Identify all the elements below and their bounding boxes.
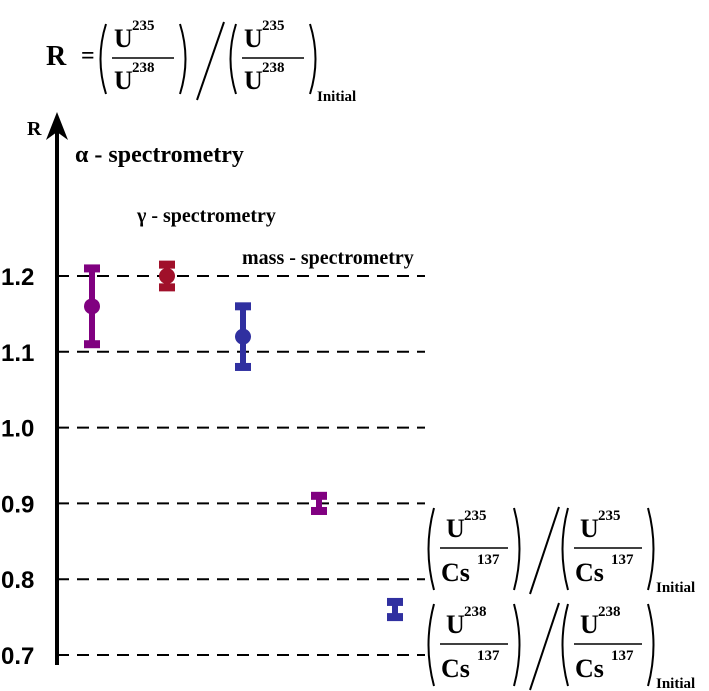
error-cap <box>235 302 251 311</box>
formula-u238-num2-base: U <box>580 610 599 639</box>
y-axis: R <box>27 112 68 665</box>
data-point <box>387 597 403 622</box>
formula-u238-num1-base: U <box>446 610 465 639</box>
formula-top-num2-base: U <box>244 24 263 53</box>
formula-u235-num2-sup: 235 <box>598 508 621 524</box>
formula-u235-num1-base: U <box>446 514 465 543</box>
formula-u235-den1-sup: 137 <box>477 552 500 568</box>
y-tick-label: 1.1 <box>1 340 34 367</box>
y-tick-labels: 0.7 0.8 0.9 1.0 1.1 1.2 <box>1 264 34 670</box>
error-cap <box>387 597 403 606</box>
y-tick-label: 1.0 <box>1 416 34 443</box>
error-cap <box>159 283 175 292</box>
formula-u238-den2-base: Cs <box>575 654 604 683</box>
data-point <box>159 260 175 292</box>
error-cap <box>387 613 403 622</box>
error-cap <box>311 491 327 500</box>
formula-u238-den2-sup: 137 <box>611 648 634 664</box>
formula-u238-num2-sup: 238 <box>598 604 621 620</box>
annotation-gamma: γ - spectrometry <box>136 205 276 227</box>
data-points <box>84 260 403 622</box>
formula-top-den1-sup: 238 <box>132 60 155 76</box>
y-axis-label: R <box>27 118 42 140</box>
annotation-alpha: α - spectrometry <box>75 142 244 168</box>
formula-top-den2-sup: 238 <box>262 60 285 76</box>
formula-u235-den1-base: Cs <box>441 558 470 587</box>
formula-u238-cs137: U 238 Cs 137 U 238 Cs 137 Initial <box>427 602 695 691</box>
formula-u235-den2-base: Cs <box>575 558 604 587</box>
formula-u235-subscript: Initial <box>656 580 695 596</box>
y-axis-arrow-icon <box>46 112 68 140</box>
annotation-mass: mass - spectrometry <box>242 247 414 269</box>
point-marker <box>235 328 251 345</box>
formula-top-num2-sup: 235 <box>262 18 285 34</box>
formula-u235-cs137: U 235 Cs 137 U 235 Cs 137 Initial <box>427 506 695 596</box>
data-point <box>311 491 327 515</box>
formula-top-den1-base: U <box>114 66 133 95</box>
data-point <box>235 302 251 371</box>
formula-u238-num1-sup: 238 <box>464 604 487 620</box>
formula-top: R = U 235 U 238 U 235 U 238 Initial <box>46 18 356 105</box>
formula-u238-den1-base: Cs <box>441 654 470 683</box>
error-cap <box>235 362 251 371</box>
error-cap <box>159 260 175 269</box>
formula-top-den2-base: U <box>244 66 263 95</box>
formula-u235-num2-base: U <box>580 514 599 543</box>
formula-u238-subscript: Initial <box>656 676 695 691</box>
error-cap <box>311 506 327 515</box>
y-tick-label: 0.7 <box>1 643 34 670</box>
point-marker <box>84 298 100 315</box>
formula-top-num1-base: U <box>114 24 133 53</box>
formula-top-num1-sup: 235 <box>132 18 155 34</box>
formula-u235-den2-sup: 137 <box>611 552 634 568</box>
y-tick-label: 1.2 <box>1 264 34 291</box>
formula-u238-den1-sup: 137 <box>477 648 500 664</box>
point-marker <box>159 268 175 284</box>
formula-top-subscript: Initial <box>317 89 356 105</box>
data-point <box>84 264 100 349</box>
error-cap <box>84 264 100 273</box>
formula-u235-num1-sup: 235 <box>464 508 487 524</box>
y-tick-label: 0.8 <box>1 567 34 594</box>
y-tick-label: 0.9 <box>1 491 34 518</box>
formula-lhs: R <box>46 41 67 72</box>
formula-eq: = <box>81 43 95 69</box>
error-cap <box>84 340 100 349</box>
